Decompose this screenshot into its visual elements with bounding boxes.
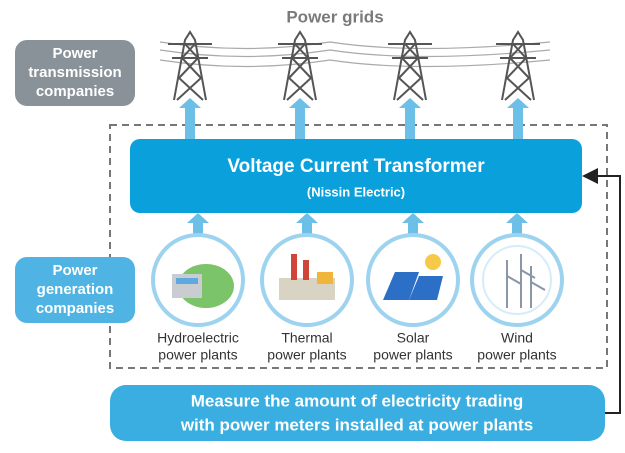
plant-label: Wind bbox=[501, 330, 533, 346]
power-lines bbox=[160, 42, 550, 67]
plant-label: Hydroelectric bbox=[157, 330, 239, 346]
transformer-subtitle: (Nissin Electric) bbox=[307, 184, 405, 199]
diagram: Power grids Power transmission companies… bbox=[0, 0, 625, 453]
icon bbox=[291, 254, 297, 280]
plant-label: power plants bbox=[373, 347, 452, 363]
generation-label: Power bbox=[52, 262, 97, 279]
tower bbox=[278, 32, 322, 100]
generation-label: generation bbox=[37, 281, 114, 298]
transmission-label: companies bbox=[36, 83, 114, 100]
plant-circle bbox=[472, 235, 562, 325]
title: Power grids bbox=[286, 7, 383, 26]
feedback-arrow bbox=[586, 176, 620, 413]
note-text: with power meters installed at power pla… bbox=[180, 415, 533, 434]
transmission-label: Power bbox=[52, 45, 97, 62]
plant-label: Thermal bbox=[281, 330, 332, 346]
transmission-label: transmission bbox=[28, 64, 121, 81]
up-arrow bbox=[179, 98, 201, 139]
up-arrow bbox=[506, 213, 528, 236]
note-text: Measure the amount of electricity tradin… bbox=[191, 391, 524, 410]
tower bbox=[496, 32, 540, 100]
tower bbox=[168, 32, 212, 100]
generation-label: companies bbox=[36, 300, 114, 317]
up-arrow bbox=[399, 98, 421, 139]
up-arrow bbox=[507, 98, 529, 139]
up-arrow bbox=[289, 98, 311, 139]
icon bbox=[317, 272, 333, 284]
up-arrow bbox=[296, 213, 318, 236]
icon bbox=[425, 254, 441, 270]
plant-label: power plants bbox=[477, 347, 556, 363]
icon bbox=[176, 278, 198, 284]
plant-label: Solar bbox=[397, 330, 430, 346]
plant-label: power plants bbox=[267, 347, 346, 363]
icon bbox=[303, 260, 309, 280]
icon bbox=[172, 274, 202, 298]
up-arrow bbox=[187, 213, 209, 236]
page: Power grids Power transmission companies… bbox=[0, 0, 625, 453]
up-arrow bbox=[402, 213, 424, 236]
plant-label: power plants bbox=[158, 347, 237, 363]
transformer-title: Voltage Current Transformer bbox=[227, 156, 485, 177]
